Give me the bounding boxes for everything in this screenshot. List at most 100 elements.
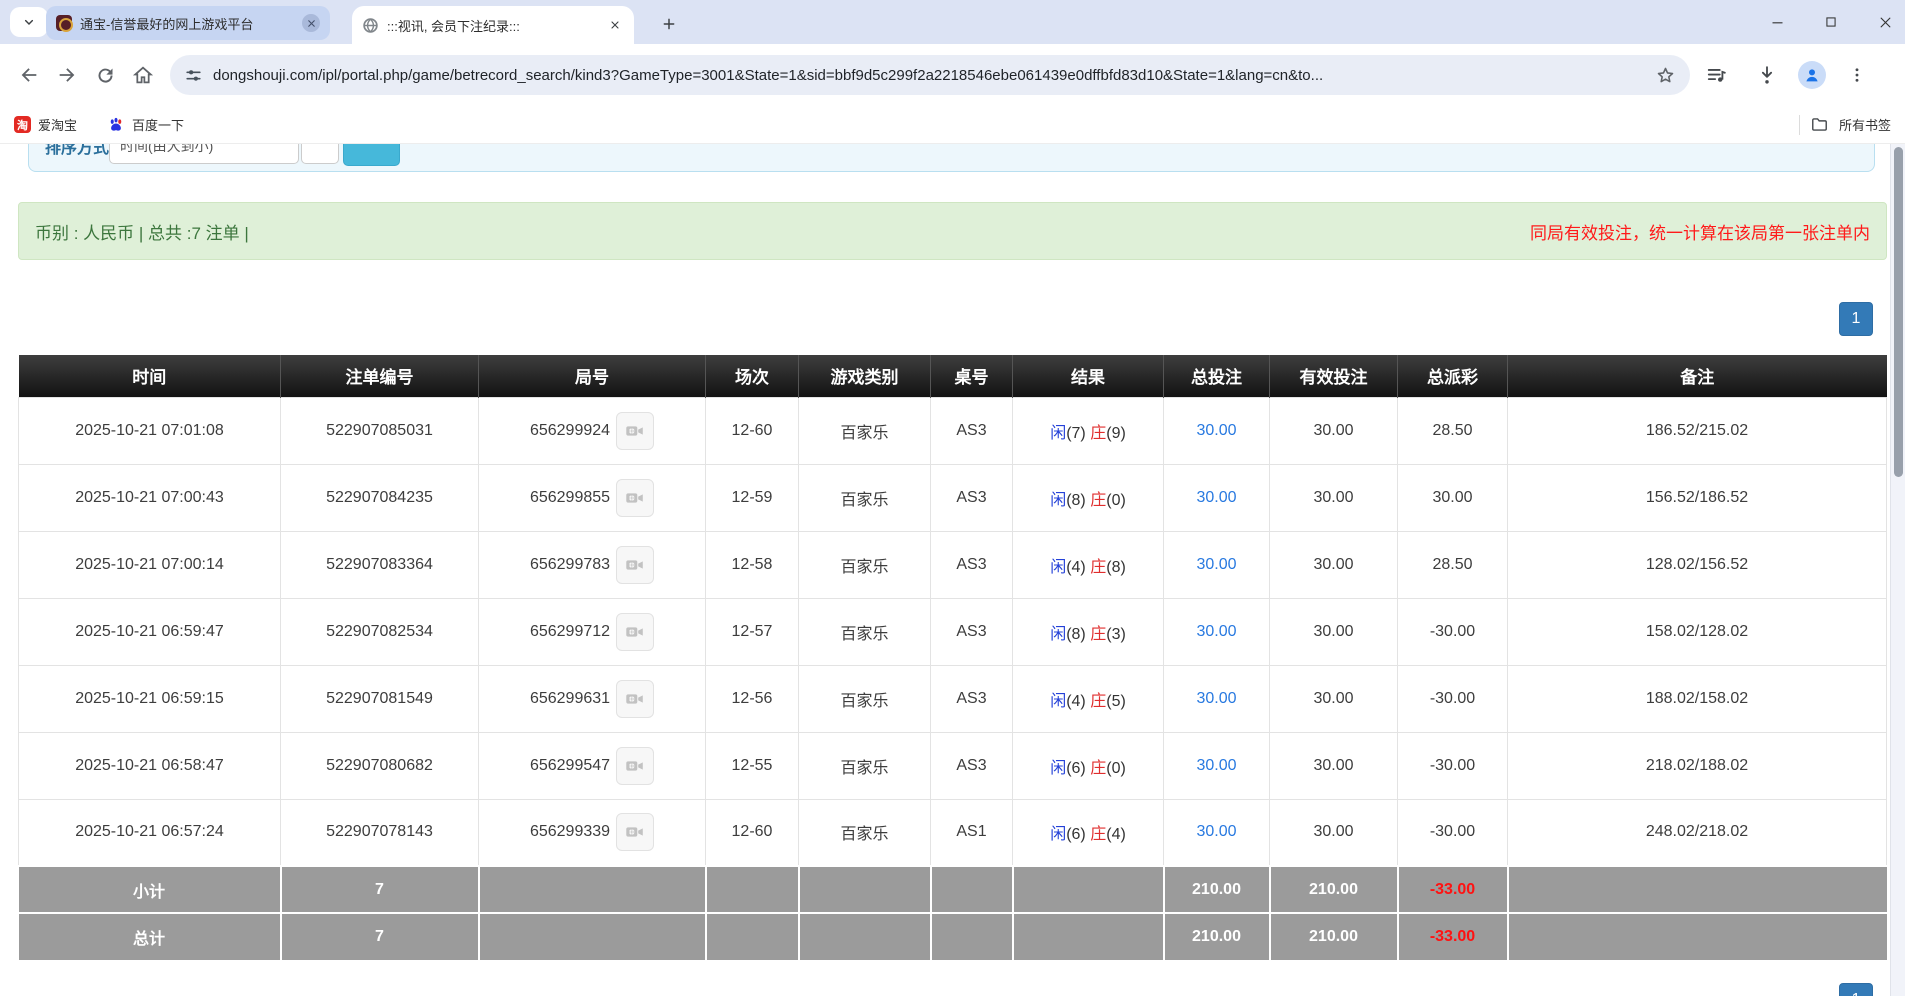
close-window-button[interactable]	[1875, 12, 1895, 32]
bookmark-baidu[interactable]: 百度一下	[107, 115, 184, 134]
home-button[interactable]	[124, 56, 162, 94]
banker-points: (5)	[1106, 692, 1126, 710]
bet-id-cell: 522907084235	[280, 463, 479, 532]
tab-title: 通宝-信誉最好的网上游戏平台	[80, 16, 254, 32]
round-cell: 656299712	[478, 597, 706, 666]
empty-cell	[1507, 865, 1887, 913]
valid-bet-cell: 30.00	[1269, 664, 1398, 733]
banker-result: 庄	[1090, 625, 1107, 643]
close-tab-icon[interactable]	[606, 16, 624, 34]
session-cell: 12-58	[705, 530, 799, 599]
bet-id-cell: 522907085031	[280, 396, 479, 465]
round-cell: 656299339	[478, 798, 706, 867]
time-cell: 2025-10-21 06:59:15	[18, 664, 281, 733]
round-number: 656299547	[529, 756, 611, 774]
back-button[interactable]	[10, 56, 48, 94]
tab-bet-record[interactable]: :::视讯, 会员下注纪录:::	[352, 6, 634, 44]
empty-cell	[705, 865, 800, 913]
result-cell: 闲(6) 庄(0)	[1012, 731, 1164, 800]
profile-avatar[interactable]	[1798, 61, 1826, 89]
empty-cell	[930, 912, 1014, 960]
total-bet-link[interactable]: 30.00	[1196, 756, 1237, 774]
tab-search-button[interactable]	[10, 7, 48, 37]
taobao-icon: 淘	[14, 116, 31, 133]
total-total-bet: 210.00	[1163, 912, 1271, 960]
session-cell: 12-56	[705, 664, 799, 733]
total-valid-bet: 210.00	[1269, 912, 1399, 960]
payout-cell: -30.00	[1397, 731, 1508, 800]
col-header-round: 局号	[478, 355, 706, 397]
video-replay-button[interactable]	[616, 679, 655, 718]
tab-tongbao[interactable]: 通宝-信誉最好的网上游戏平台	[46, 6, 330, 40]
bookmark-taobao[interactable]: 淘 爱淘宝	[14, 115, 77, 134]
bookmark-star-icon[interactable]	[1655, 65, 1676, 86]
round-cell: 656299855	[478, 463, 706, 532]
scrollbar-thumb[interactable]	[1894, 147, 1903, 477]
menu-dots-icon[interactable]	[1838, 56, 1876, 94]
valid-bet-cell: 30.00	[1269, 597, 1398, 666]
filter-select[interactable]	[301, 144, 339, 164]
url-text[interactable]: dongshouji.com/ipl/portal.php/game/betre…	[213, 66, 1324, 84]
payout-cell: 28.50	[1397, 396, 1508, 465]
valid-bet-cell: 30.00	[1269, 731, 1398, 800]
player-result: 闲	[1050, 826, 1067, 844]
video-replay-button[interactable]	[616, 478, 655, 517]
tab-bar: 通宝-信誉最好的网上游戏平台 :::视讯, 会员下注纪录:::	[0, 0, 1905, 44]
banker-result: 庄	[1090, 759, 1107, 777]
search-button[interactable]	[343, 144, 400, 166]
new-tab-button[interactable]	[655, 10, 683, 38]
table-header-row: 时间 注单编号 局号 场次 游戏类别 桌号 结果 总投注 有效投注 总派彩 备注	[18, 355, 1887, 397]
tongbao-favicon-icon	[56, 15, 73, 32]
payout-cell: 30.00	[1397, 463, 1508, 532]
page-1-button-bottom[interactable]: 1	[1839, 983, 1873, 996]
total-bet-link[interactable]: 30.00	[1196, 689, 1237, 707]
summary-bar: 币别 : 人民币 | 总共 :7 注单 | 同局有效投注，统一计算在该局第一张注…	[18, 202, 1887, 260]
total-bet-cell: 30.00	[1163, 463, 1270, 532]
filter-input[interactable]	[109, 144, 299, 164]
page-1-button[interactable]: 1	[1839, 302, 1873, 336]
table-row: 2025-10-21 06:59:47 522907082534 6562997…	[18, 597, 1887, 666]
total-bet-link[interactable]: 30.00	[1196, 421, 1237, 439]
bookmark-label: 百度一下	[132, 118, 185, 133]
banker-result: 庄	[1090, 491, 1107, 509]
scrollbar[interactable]	[1890, 144, 1905, 996]
video-replay-button[interactable]	[616, 545, 655, 584]
close-tab-icon[interactable]	[302, 14, 320, 32]
bet-id-cell: 522907083364	[280, 530, 479, 599]
all-bookmarks-label[interactable]: 所有书签	[1838, 118, 1891, 133]
media-controls-icon[interactable]	[1698, 56, 1736, 94]
valid-bet-cell: 30.00	[1269, 530, 1398, 599]
total-bet-cell: 30.00	[1163, 530, 1270, 599]
session-cell: 12-59	[705, 463, 799, 532]
table-row: 2025-10-21 06:59:15 522907081549 6562996…	[18, 664, 1887, 733]
total-bet-link[interactable]: 30.00	[1196, 555, 1237, 573]
player-points: (6)	[1066, 826, 1086, 844]
total-bet-link[interactable]: 30.00	[1196, 488, 1237, 506]
banker-result: 庄	[1090, 558, 1107, 576]
video-replay-button[interactable]	[616, 612, 655, 651]
empty-cell	[478, 912, 707, 960]
maximize-button[interactable]	[1821, 12, 1841, 32]
site-info-icon[interactable]	[184, 66, 203, 85]
minimize-button[interactable]	[1767, 12, 1787, 32]
col-header-session: 场次	[705, 355, 799, 397]
video-replay-button[interactable]	[616, 411, 655, 450]
downloads-icon[interactable]	[1748, 56, 1786, 94]
round-number: 656299712	[529, 622, 611, 640]
note-cell: 158.02/128.02	[1507, 597, 1887, 666]
video-replay-button[interactable]	[616, 813, 655, 852]
valid-bet-cell: 30.00	[1269, 798, 1398, 867]
result-cell: 闲(7) 庄(9)	[1012, 396, 1164, 465]
player-points: (4)	[1066, 558, 1086, 576]
refresh-button[interactable]	[86, 56, 124, 94]
address-bar[interactable]: dongshouji.com/ipl/portal.php/game/betre…	[170, 55, 1690, 95]
col-header-time: 时间	[18, 355, 281, 397]
total-bet-link[interactable]: 30.00	[1196, 622, 1237, 640]
result-cell: 闲(8) 庄(0)	[1012, 463, 1164, 532]
player-result: 闲	[1050, 759, 1067, 777]
video-replay-button[interactable]	[616, 746, 655, 785]
col-header-table-no: 桌号	[930, 355, 1013, 397]
bet-id-cell: 522907080682	[280, 731, 479, 800]
total-bet-link[interactable]: 30.00	[1196, 823, 1237, 841]
forward-button[interactable]	[48, 56, 86, 94]
